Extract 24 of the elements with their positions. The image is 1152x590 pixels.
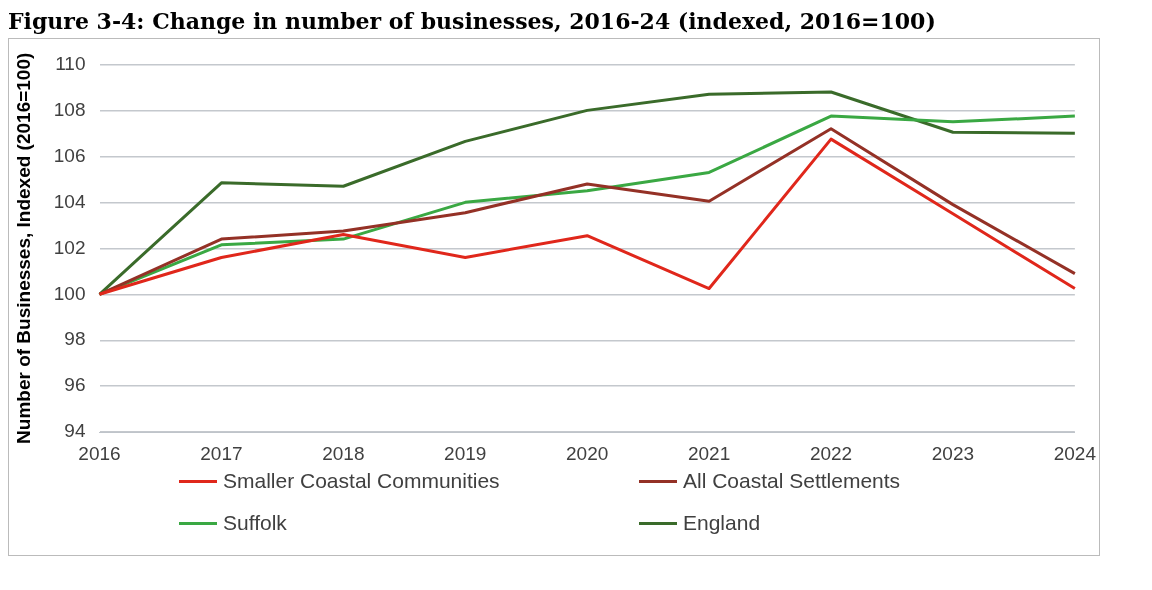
x-tick-label: 2021 xyxy=(687,442,731,464)
legend-label: England xyxy=(683,511,761,535)
y-tick-label: 106 xyxy=(53,144,86,166)
legend-label: All Coastal Settlements xyxy=(683,469,901,493)
x-tick-label: 2022 xyxy=(809,442,853,464)
y-tick-label: 108 xyxy=(53,98,86,120)
y-tick-label: 110 xyxy=(55,52,86,74)
legend-label: Smaller Coastal Communities xyxy=(223,469,500,493)
y-tick-label: 104 xyxy=(53,190,86,212)
legend-label: Suffolk xyxy=(223,511,287,535)
y-tick-label: 100 xyxy=(53,282,86,304)
x-tick-label: 2023 xyxy=(931,442,975,464)
x-tick-label: 2016 xyxy=(78,442,121,464)
x-tick-label: 2020 xyxy=(566,442,609,464)
y-tick-label: 94 xyxy=(64,420,86,442)
x-tick-label: 2017 xyxy=(200,442,243,464)
x-tick-label: 2018 xyxy=(322,442,365,464)
y-axis-title: Number of Businesses, Indexed (2016=100) xyxy=(12,52,34,444)
x-tick-label: 2024 xyxy=(1053,442,1097,464)
chart-title: Figure 3-4: Change in number of businesses, 2016-24 (indexed, 2016=100) xyxy=(8,8,937,34)
y-tick-label: 98 xyxy=(64,328,86,350)
y-tick-label: 102 xyxy=(53,236,86,258)
y-tick-label: 96 xyxy=(64,374,86,396)
x-tick-label: 2019 xyxy=(444,442,487,464)
